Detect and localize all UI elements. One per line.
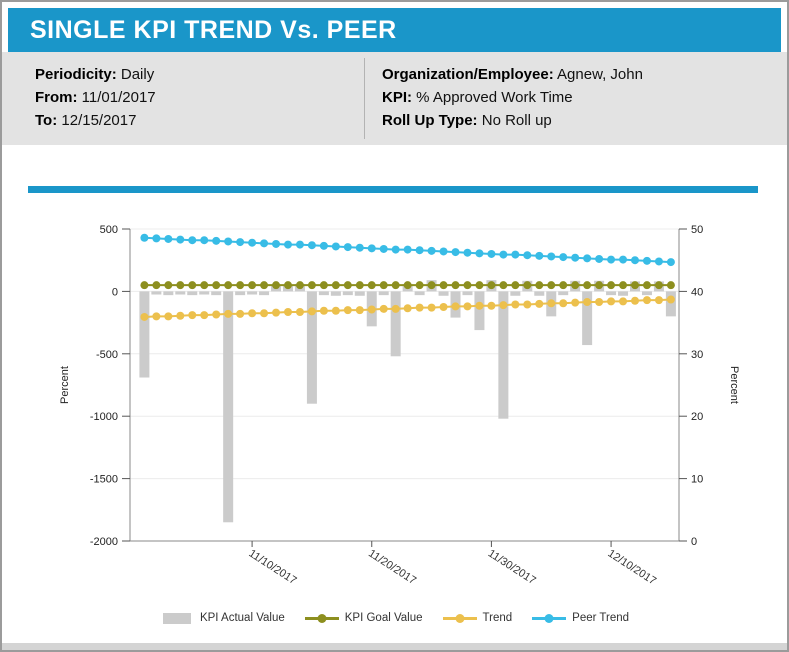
svg-text:10: 10 — [691, 474, 703, 486]
svg-text:11/20/2017: 11/20/2017 — [366, 547, 418, 587]
line-marker-icon — [304, 613, 339, 623]
svg-text:30: 30 — [691, 349, 703, 361]
kpi-label: KPI: — [382, 89, 412, 106]
svg-text:-1000: -1000 — [90, 411, 118, 423]
svg-text:Percent: Percent — [59, 366, 71, 404]
info-row-from: From: 11/01/2017 — [35, 86, 156, 109]
page-title: SINGLE KPI TREND Vs. PEER — [30, 16, 397, 44]
info-row-rollup: Roll Up Type: No Roll up — [382, 109, 643, 132]
report-header: SINGLE KPI TREND Vs. PEER — [8, 8, 781, 52]
report-info-panel: Periodicity: Daily From: 11/01/2017 To: … — [2, 52, 787, 145]
info-column-divider — [364, 58, 365, 139]
legend-label: KPI Actual Value — [199, 612, 285, 624]
svg-text:50: 50 — [691, 224, 703, 236]
legend-label: Peer Trend — [572, 612, 630, 624]
organization-label: Organization/Employee: — [382, 66, 554, 83]
from-value: 11/01/2017 — [81, 89, 156, 106]
legend-item-kpi-goal-value: KPI Goal Value — [304, 612, 423, 625]
from-label: From: — [35, 89, 78, 106]
svg-text:Percent: Percent — [728, 366, 740, 404]
chart-legend: KPI Actual Value KPI Goal Value Trend Peer … — [2, 608, 787, 628]
periodicity-label: Periodicity: — [35, 66, 117, 83]
kpi-value: % Approved Work Time — [416, 89, 573, 106]
legend-item-peer-trend: Peer Trend — [532, 612, 629, 625]
to-value: 12/15/2017 — [61, 112, 137, 129]
section-divider-bar — [28, 186, 758, 193]
chart-svg: 500 0 -500 -1000 -1500 -2000 50 40 30 20 10 0 11/10/… — [59, 224, 740, 588]
svg-text:500: 500 — [100, 224, 118, 236]
line-marker-icon — [442, 613, 477, 623]
rollup-label: Roll Up Type: — [382, 112, 478, 129]
legend-item-trend: Trend — [442, 612, 513, 625]
to-label: To: — [35, 112, 58, 129]
svg-text:11/30/2017: 11/30/2017 — [486, 547, 538, 587]
svg-text:-500: -500 — [96, 349, 118, 361]
svg-text:0: 0 — [112, 286, 118, 298]
svg-text:40: 40 — [691, 286, 703, 298]
info-column-left: Periodicity: Daily From: 11/01/2017 To: … — [35, 63, 156, 132]
legend-label: KPI Goal Value — [344, 612, 423, 624]
svg-text:-2000: -2000 — [90, 536, 118, 548]
bar-swatch-icon — [162, 612, 191, 624]
rollup-value: No Roll up — [481, 112, 552, 129]
organization-value: Agnew, John — [557, 66, 643, 83]
info-column-right: Organization/Employee: Agnew, John KPI: … — [382, 63, 643, 132]
svg-text:12/10/2017: 12/10/2017 — [605, 547, 658, 587]
svg-text:20: 20 — [691, 411, 703, 423]
svg-text:-1500: -1500 — [90, 474, 118, 486]
info-row-periodicity: Periodicity: Daily — [35, 63, 156, 86]
bottom-strip — [2, 643, 787, 650]
legend-item-kpi-actual-value: KPI Actual Value — [160, 612, 285, 625]
info-row-organization: Organization/Employee: Agnew, John — [382, 63, 643, 86]
periodicity-value: Daily — [120, 66, 155, 83]
line-marker-icon — [532, 613, 567, 623]
info-row-to: To: 12/15/2017 — [35, 109, 156, 132]
svg-text:11/10/2017: 11/10/2017 — [246, 547, 298, 587]
legend-label: Trend — [482, 612, 513, 624]
info-row-kpi: KPI: % Approved Work Time — [382, 86, 643, 109]
svg-text:0: 0 — [691, 536, 697, 548]
